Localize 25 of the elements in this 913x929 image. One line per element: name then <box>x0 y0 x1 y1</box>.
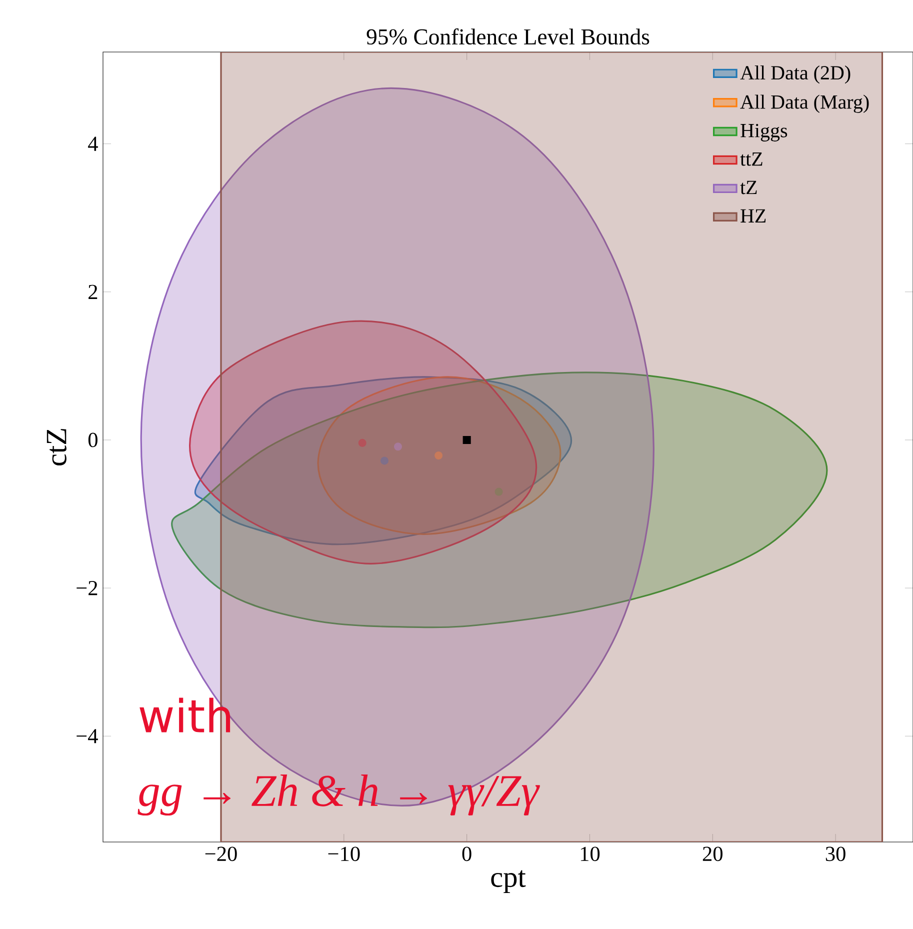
x-tick-label: 30 <box>826 846 846 862</box>
point <box>358 438 366 447</box>
legend-label: All Data (2D) <box>740 66 850 84</box>
y-tick-label: −4 <box>76 729 98 744</box>
x-tick-label: −20 <box>205 846 237 862</box>
y-tick-label: 2 <box>88 284 98 299</box>
legend-label: All Data (Marg) <box>740 94 869 113</box>
legend-label: Higgs <box>740 124 788 142</box>
legend-label: HZ <box>740 209 766 222</box>
x-tick-label: 10 <box>580 846 600 862</box>
x-tick-label: −10 <box>328 846 360 862</box>
x-axis-title: cpt <box>491 870 526 894</box>
legend-label: tZ <box>740 180 757 194</box>
y-tick-label: 4 <box>88 136 98 151</box>
x-tick-label: 20 <box>702 846 722 862</box>
point <box>434 452 443 460</box>
y-tick-label: 0 <box>88 432 98 448</box>
point <box>462 436 471 444</box>
y-axis-title: ctZ <box>46 429 66 466</box>
y-tick-label: −2 <box>76 580 98 596</box>
chart-title: 95% Confidence Level Bounds <box>366 28 650 45</box>
point <box>394 442 402 451</box>
legend-label: ttZ <box>740 152 762 166</box>
x-tick-label: 0 <box>462 846 472 862</box>
point <box>380 456 388 465</box>
